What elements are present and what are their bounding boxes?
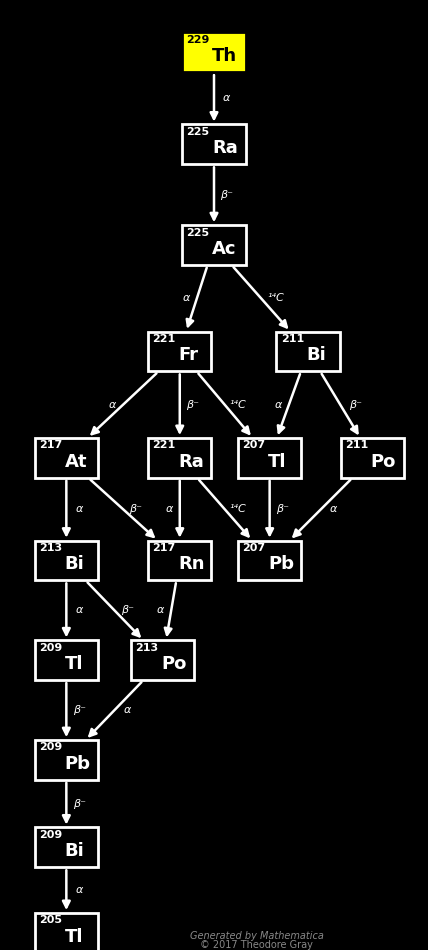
FancyBboxPatch shape <box>148 332 211 371</box>
Text: 207: 207 <box>242 440 265 450</box>
Text: α: α <box>330 504 338 514</box>
Text: α: α <box>124 705 131 715</box>
Text: β⁻: β⁻ <box>129 504 143 514</box>
Text: Tl: Tl <box>268 453 286 470</box>
Text: α: α <box>75 605 83 616</box>
FancyBboxPatch shape <box>341 438 404 478</box>
Text: Po: Po <box>371 453 396 470</box>
Text: Tl: Tl <box>65 928 83 945</box>
Text: α: α <box>223 93 231 104</box>
Text: α: α <box>182 294 190 303</box>
FancyBboxPatch shape <box>148 541 211 580</box>
FancyBboxPatch shape <box>238 438 301 478</box>
Text: 217: 217 <box>39 440 62 450</box>
Text: 217: 217 <box>152 542 175 553</box>
Text: 213: 213 <box>39 542 62 553</box>
Text: 211: 211 <box>345 440 368 450</box>
Text: β⁻: β⁻ <box>73 705 86 715</box>
Text: Po: Po <box>161 656 186 673</box>
Text: Bi: Bi <box>65 843 84 860</box>
Text: α: α <box>165 504 173 514</box>
Text: Ra: Ra <box>178 453 204 470</box>
FancyBboxPatch shape <box>35 640 98 680</box>
Text: 225: 225 <box>187 227 210 238</box>
Text: β⁻: β⁻ <box>276 504 289 514</box>
Text: Generated by Mathematica: Generated by Mathematica <box>190 931 324 941</box>
Text: β⁻: β⁻ <box>121 605 134 616</box>
Text: α: α <box>274 400 282 409</box>
Text: ¹⁴C: ¹⁴C <box>229 400 246 409</box>
Text: α: α <box>157 605 164 616</box>
Text: At: At <box>65 453 87 470</box>
Text: Ac: Ac <box>212 240 237 257</box>
Text: 211: 211 <box>281 333 304 344</box>
Text: 225: 225 <box>187 126 210 137</box>
Text: α: α <box>109 400 116 409</box>
Text: 207: 207 <box>242 542 265 553</box>
Text: α: α <box>75 504 83 514</box>
Text: 213: 213 <box>135 642 158 653</box>
Text: 209: 209 <box>39 642 62 653</box>
FancyBboxPatch shape <box>182 124 246 164</box>
Text: Fr: Fr <box>178 347 198 364</box>
Text: ¹⁴C: ¹⁴C <box>229 504 246 514</box>
Text: Pb: Pb <box>65 755 91 772</box>
Text: β⁻: β⁻ <box>186 400 199 409</box>
Text: Ra: Ra <box>212 140 238 157</box>
FancyBboxPatch shape <box>35 827 98 867</box>
Text: 229: 229 <box>186 34 210 45</box>
Text: β⁻: β⁻ <box>349 400 362 409</box>
FancyBboxPatch shape <box>238 541 301 580</box>
Text: β⁻: β⁻ <box>73 799 86 808</box>
Text: Tl: Tl <box>65 656 83 673</box>
FancyBboxPatch shape <box>35 913 98 950</box>
FancyBboxPatch shape <box>35 740 98 780</box>
FancyBboxPatch shape <box>182 32 246 72</box>
FancyBboxPatch shape <box>182 225 246 265</box>
Text: 209: 209 <box>39 742 62 752</box>
FancyBboxPatch shape <box>276 332 340 371</box>
Text: © 2017 Theodore Gray: © 2017 Theodore Gray <box>200 940 313 950</box>
Text: Pb: Pb <box>268 556 294 573</box>
Text: 221: 221 <box>152 333 175 344</box>
Text: Bi: Bi <box>65 556 84 573</box>
FancyBboxPatch shape <box>35 541 98 580</box>
Text: 209: 209 <box>39 829 62 840</box>
Text: β⁻: β⁻ <box>220 190 233 199</box>
Text: α: α <box>75 885 83 895</box>
Text: Bi: Bi <box>306 347 326 364</box>
Text: Th: Th <box>212 48 238 65</box>
Text: ¹⁴C: ¹⁴C <box>268 294 285 303</box>
FancyBboxPatch shape <box>148 438 211 478</box>
FancyBboxPatch shape <box>131 640 194 680</box>
Text: 205: 205 <box>39 915 62 925</box>
FancyBboxPatch shape <box>35 438 98 478</box>
Text: Rn: Rn <box>178 556 205 573</box>
Text: 221: 221 <box>152 440 175 450</box>
